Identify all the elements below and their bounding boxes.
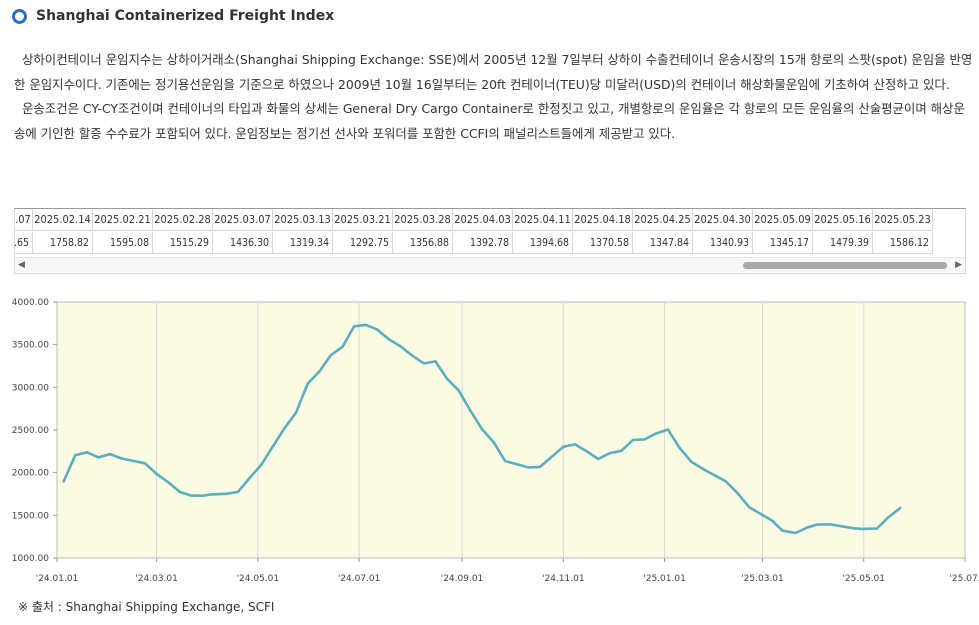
x-tick-label: '24.09.01	[441, 574, 484, 584]
table-value-cell: 1356.88	[393, 232, 453, 254]
y-tick-label: 4000.00	[12, 298, 49, 308]
table-date-cell: 2025.02.14	[33, 209, 93, 231]
scroll-left-icon[interactable]: ◀	[18, 260, 25, 270]
horizontal-scrollbar[interactable]: ◀ ▶	[15, 257, 965, 272]
table-value-cell: 1340.93	[693, 232, 753, 254]
page-title: Shanghai Containerized Freight Index	[36, 8, 335, 24]
scroll-right-icon[interactable]: ▶	[955, 260, 962, 270]
y-tick-label: 2500.00	[12, 426, 49, 436]
x-tick-label: '25.05.01	[842, 574, 885, 584]
table-date-cell: 2025.05.09	[753, 209, 813, 231]
x-tick-label: '25.07.	[949, 574, 979, 584]
table-date-cell: 2025.04.11	[513, 209, 573, 231]
table-date-cell: 2025.05.16	[813, 209, 873, 231]
table-date-cell: 2025.03.13	[273, 209, 333, 231]
table-date-cell: 2025.04.18	[573, 209, 633, 231]
x-tick-label: '24.03.01	[135, 574, 178, 584]
description-block: 상하이컨테이너 운임지수는 상하이거래소(Shanghai Shipping E…	[14, 48, 976, 146]
circle-bullet-icon	[12, 8, 27, 24]
table-value-cell: 1586.12	[873, 232, 933, 254]
scrollbar-thumb[interactable]	[743, 262, 947, 269]
x-tick-label: '24.01.01	[36, 574, 79, 584]
section-header: Shanghai Containerized Freight Index	[12, 6, 334, 26]
y-tick-label: 2000.00	[12, 469, 49, 479]
x-tick-label: '25.03.01	[741, 574, 784, 584]
table-value-cell: 1370.58	[573, 232, 633, 254]
x-tick-label: '24.07.01	[338, 574, 381, 584]
index-table: 2025.02.072025.02.142025.02.212025.02.28…	[14, 208, 966, 274]
table-value-cell: 1394.68	[513, 232, 573, 254]
table-value-cell: 1896.65	[15, 232, 33, 254]
description-paragraph-1: 상하이컨테이너 운임지수는 상하이거래소(Shanghai Shipping E…	[14, 52, 973, 92]
table-date-cell: 2025.02.28	[153, 209, 213, 231]
table-date-cell: 2025.04.30	[693, 209, 753, 231]
table-value-cell: 1595.08	[93, 232, 153, 254]
table-date-cell: 2025.05.23	[873, 209, 933, 231]
table-value-cell: 1758.82	[33, 232, 93, 254]
table-value-cell: 1479.39	[813, 232, 873, 254]
table-date-cell: 2025.03.07	[213, 209, 273, 231]
table-value-cell: 1515.29	[153, 232, 213, 254]
table-date-cell: 2025.04.25	[633, 209, 693, 231]
table-header-row: 2025.02.072025.02.142025.02.212025.02.28…	[15, 209, 933, 231]
scfi-series-line	[62, 323, 902, 535]
plot-area	[56, 301, 966, 559]
y-tick-label: 3500.00	[12, 341, 49, 351]
x-tick-label: '25.01.01	[643, 574, 686, 584]
y-tick-label: 1500.00	[12, 511, 49, 521]
table-value-cell: 1436.30	[213, 232, 273, 254]
x-tick-label: '24.05.01	[237, 574, 280, 584]
description-paragraph-2: 운송조건은 CY-CY조건이며 컨테이너의 타입과 화물의 상세는 Genera…	[14, 101, 965, 141]
table-date-cell: 2025.03.28	[393, 209, 453, 231]
table-date-cell: 2025.03.21	[333, 209, 393, 231]
y-tick-label: 3000.00	[12, 383, 49, 393]
table-value-cell: 1345.17	[753, 232, 813, 254]
y-tick-label: 1000.00	[12, 554, 49, 564]
table-value-row: 1896.651758.821595.081515.291436.301319.…	[15, 232, 933, 254]
x-tick-label: '24.11.01	[542, 574, 585, 584]
table-date-cell: 2025.04.03	[453, 209, 513, 231]
table-value-cell: 1292.75	[333, 232, 393, 254]
scfi-line-chart: '24.01.01 '24.03.01 '24.05.01 '24.07.01 '24.…	[12, 298, 979, 584]
table-value-cell: 1392.78	[453, 232, 513, 254]
table-value-cell: 1319.34	[273, 232, 333, 254]
table-date-cell: 2025.02.07	[15, 209, 33, 231]
table-value-cell: 1347.84	[633, 232, 693, 254]
source-note: ※ 출처 : Shanghai Shipping Exchange, SCFI	[18, 600, 275, 614]
table-date-cell: 2025.02.21	[93, 209, 153, 231]
